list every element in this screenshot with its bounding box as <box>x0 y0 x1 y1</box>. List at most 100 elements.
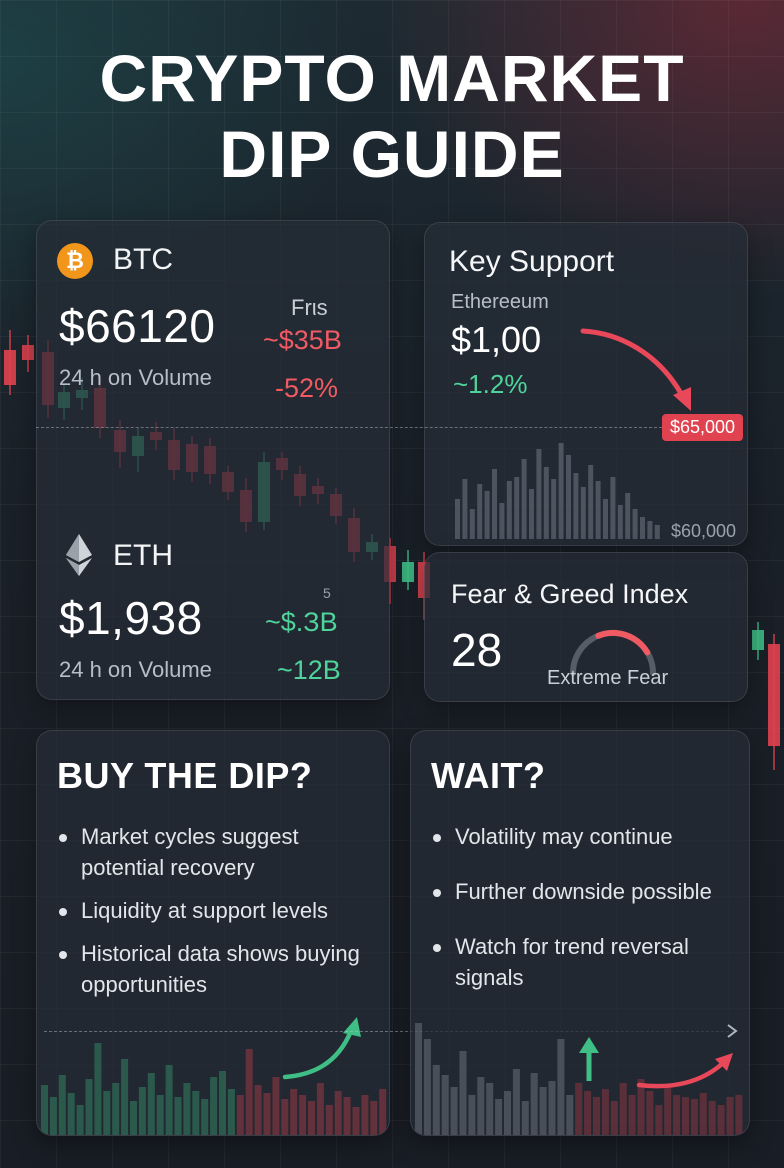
volume-bar <box>94 1043 102 1135</box>
candle-body <box>402 562 414 582</box>
volume-bar <box>610 477 616 539</box>
volume-bar <box>619 1083 627 1135</box>
volume-bar <box>423 1039 431 1135</box>
support-level-low: $60,000 <box>671 521 737 541</box>
fear-greed-gauge <box>570 630 656 676</box>
volume-bar <box>263 1093 271 1135</box>
volume-bar <box>548 1081 556 1135</box>
candle-body <box>4 350 16 385</box>
volume-bar <box>637 1079 645 1135</box>
volume-bar <box>632 509 638 539</box>
volume-bar <box>529 489 534 539</box>
wait-list: Volatility may continue Further downside… <box>431 821 749 993</box>
volume-bar <box>573 473 579 539</box>
volume-bar <box>432 1065 440 1135</box>
volume-bar <box>462 479 468 539</box>
volume-bar <box>227 1089 235 1135</box>
volume-bar <box>459 1051 467 1135</box>
volume-bar <box>492 469 497 539</box>
volume-bar <box>281 1099 289 1135</box>
volume-bar <box>41 1085 48 1135</box>
volume-bar <box>192 1091 200 1135</box>
volume-bar <box>67 1093 75 1135</box>
volume-bar <box>647 521 653 539</box>
buy-the-dip-list: Market cycles suggest potential recovery… <box>57 821 377 1000</box>
volume-bar <box>477 1077 485 1135</box>
support-volume-bars <box>455 443 660 539</box>
list-item: Further downside possible <box>431 876 749 907</box>
volume-bar <box>601 1089 609 1135</box>
volume-bar <box>726 1097 734 1135</box>
volume-bar <box>76 1105 84 1135</box>
eth-change-small: ~12B <box>277 655 341 685</box>
buy-volume-bars <box>41 1043 387 1135</box>
volume-bar <box>539 1087 547 1135</box>
volume-bar <box>521 1101 529 1135</box>
eth-price: $1,938 <box>59 592 203 644</box>
volume-bar <box>58 1075 66 1135</box>
volume-bar <box>682 1097 689 1135</box>
volume-bar <box>584 1091 592 1135</box>
key-support-heading: Key Support <box>449 245 615 278</box>
wait-volume-bars <box>415 1023 743 1135</box>
volume-bar <box>441 1075 449 1135</box>
volume-bar <box>521 459 527 539</box>
support-coin-label: Ethereeum <box>451 291 549 313</box>
volume-bar <box>512 1069 520 1135</box>
volume-bar <box>290 1089 298 1135</box>
list-item: Market cycles suggest potential recovery <box>57 821 377 883</box>
list-item: Watch for trend reversal signals <box>431 931 749 993</box>
volume-bar <box>325 1105 333 1135</box>
btc-volume-label: 24 h on Volume <box>59 365 212 390</box>
volume-bar <box>415 1023 422 1135</box>
volume-bar <box>558 443 564 539</box>
volume-bar <box>469 509 475 539</box>
btc-side-label: Frιs <box>291 295 328 320</box>
volume-bar <box>566 455 571 539</box>
volume-bar <box>610 1101 618 1135</box>
fear-greed-label: Extreme Fear <box>547 667 669 689</box>
support-level-tag: $65,000 <box>662 414 744 441</box>
volume-bar <box>316 1083 324 1135</box>
volume-bar <box>370 1101 378 1135</box>
volume-bar <box>628 1095 636 1135</box>
support-level-line <box>36 427 662 428</box>
volume-bar <box>655 1105 663 1135</box>
volume-bar <box>486 1083 494 1135</box>
wait-card: WAIT? Volatility may continue Further do… <box>410 730 750 1136</box>
volume-bar <box>504 1091 511 1135</box>
volume-bar <box>477 484 483 539</box>
volume-bar <box>543 467 549 539</box>
volume-bar <box>514 477 520 539</box>
volume-bar <box>617 505 623 539</box>
chevron-right-icon <box>727 1024 738 1038</box>
volume-bar <box>588 465 594 539</box>
eth-side-label: 5 <box>323 585 331 601</box>
btc-change-percent: -52% <box>275 373 339 403</box>
volume-bar <box>450 1087 458 1135</box>
volume-bar <box>299 1095 307 1135</box>
key-support-card: Key Support Ethereeum $1,00 ~1.2% $60,00… <box>424 222 748 546</box>
candle-body <box>22 345 34 360</box>
ethereum-icon <box>59 533 99 577</box>
volume-bar <box>625 493 631 539</box>
volume-bar <box>147 1073 155 1135</box>
volume-bar <box>595 481 601 539</box>
volume-bar <box>530 1073 538 1135</box>
volume-bar <box>603 499 608 539</box>
volume-bar <box>308 1101 315 1135</box>
volume-bar <box>499 503 505 539</box>
volume-bar <box>484 491 490 539</box>
volume-bar <box>130 1101 137 1135</box>
volume-bar <box>103 1091 111 1135</box>
volume-bar <box>165 1065 173 1135</box>
volume-bar <box>536 449 542 539</box>
volume-bar <box>566 1095 574 1135</box>
volume-bar <box>455 499 460 539</box>
volume-bar <box>343 1097 351 1135</box>
candle-body <box>768 644 780 746</box>
volume-bar <box>708 1101 716 1135</box>
volume-bar <box>201 1099 209 1135</box>
volume-bar <box>664 1087 672 1135</box>
volume-bar <box>575 1083 583 1135</box>
